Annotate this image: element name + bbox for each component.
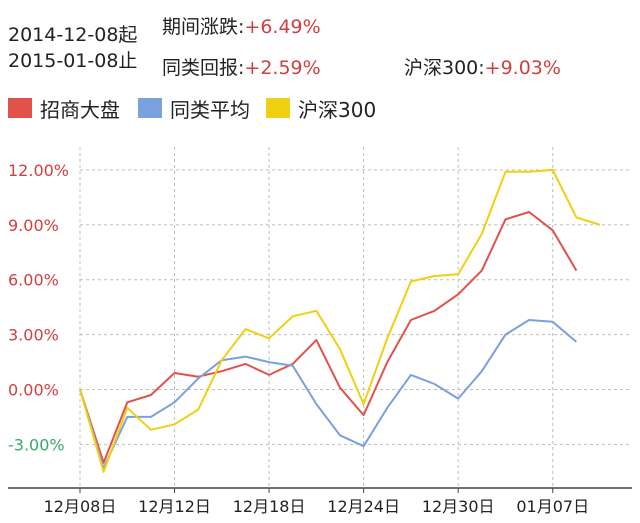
end-date: 2015-01-08止 [8,50,138,72]
x-tick-label: 12月18日 [233,497,306,516]
legend-label-peer: 同类平均 [170,97,250,122]
period-change: 期间涨跌:+6.49% [162,12,321,39]
grid-layer [79,147,630,488]
x-tick-label: 12月30日 [422,497,495,516]
index-return: 沪深300:+9.03% [404,53,561,80]
axis-layer [8,487,632,493]
series-line-peer [79,319,578,470]
legend-swatch-index [266,98,290,118]
y-tick-label: 0.00% [8,381,59,400]
index-return-label: 沪深300: [404,57,485,79]
x-tick-label: 12月08日 [44,497,117,516]
index-return-value: +9.03% [484,57,561,79]
peer-return: 同类回报:+2.59% [162,53,321,80]
y-tick-label: -3.00% [8,435,65,454]
peer-return-value: +2.59% [244,57,321,79]
legend-item-peer[interactable]: 同类平均 [138,92,250,124]
x-tick-label: 12月24日 [327,497,400,516]
label-layer: 12.00% 9.00% 6.00% 3.00% 0.00% -3.00% 12月08日 12… [8,161,589,516]
legend-label-index: 沪深300 [298,97,377,122]
legend-label-fund: 招商大盘 [40,97,120,122]
y-tick-label: 6.00% [8,271,59,290]
period-change-value: +6.49% [244,16,321,38]
y-tick-label: 3.00% [8,326,59,345]
y-tick-label: 12.00% [8,161,69,180]
series-layer [79,168,601,473]
legend-swatch-fund [8,98,32,118]
peer-return-label: 同类回报: [162,57,245,79]
series-line-index [79,168,601,473]
x-tick-label: 12月12日 [138,497,211,516]
legend-item-fund[interactable]: 招商大盘 [8,92,120,124]
y-tick-label: 9.00% [8,216,59,235]
series-line-fund [79,211,578,464]
x-tick-label: 01月07日 [516,497,589,516]
start-date: 2014-12-08起 [8,24,138,46]
period-change-label: 期间涨跌: [162,16,245,38]
legend-swatch-peer [138,98,162,118]
legend-item-index[interactable]: 沪深300 [266,92,376,124]
